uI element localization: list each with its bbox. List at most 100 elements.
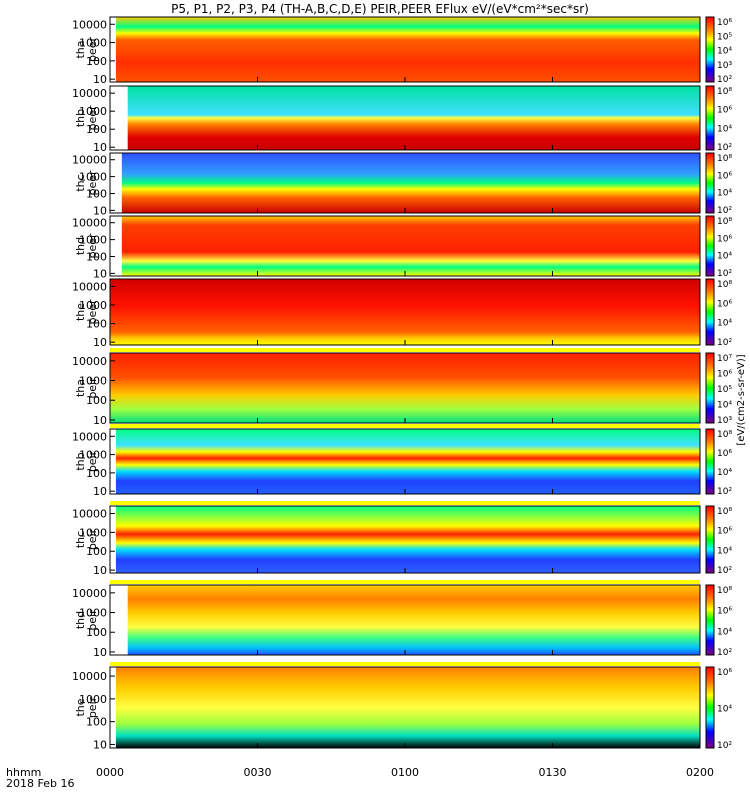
y-tick-label: 100 <box>86 394 107 407</box>
panel-label-species: peir <box>86 696 99 718</box>
no-data-strip <box>110 585 128 655</box>
panel-label-probe: thc <box>74 531 87 548</box>
colorbar-tick-label: 10⁴ <box>717 319 732 329</box>
colorbar <box>705 666 715 749</box>
y-tick-label: 100 <box>86 318 107 331</box>
y-tick-label: 100 <box>86 250 107 263</box>
colorbar-tick-label: 10⁶ <box>717 607 732 617</box>
y-tick-label: 10000 <box>72 18 107 31</box>
colorbar-tick-label: 10⁴ <box>717 468 732 478</box>
spectrogram-image <box>110 585 700 655</box>
panel-label-probe: tha <box>74 379 87 397</box>
panel-label-probe: the <box>74 303 87 321</box>
panel-label-probe: thb <box>74 452 87 470</box>
y-tick-label: 1000 <box>79 375 107 388</box>
colorbar-units-label: [eV/(cm2-s-sr-eV)] <box>736 354 747 445</box>
panel-label-probe: tha <box>74 40 87 58</box>
y-tick-label: 10000 <box>72 154 107 167</box>
colorbar-tick-label: 10⁴ <box>717 124 732 134</box>
spectrogram-image <box>110 667 700 748</box>
colorbar <box>705 505 715 574</box>
panel-label-species: peer <box>86 37 99 63</box>
colorbar-tick-label: 10⁸ <box>717 217 732 227</box>
no-data-strip <box>110 429 116 494</box>
panel-label-species: peir <box>86 377 99 399</box>
y-tick-label: 10000 <box>72 217 107 230</box>
y-tick-label: 10 <box>93 485 107 498</box>
fill-gap-strip <box>110 348 700 352</box>
spectrogram-image <box>110 216 700 276</box>
panel-label-probe: the <box>74 698 87 716</box>
colorbar-tick-label: 10³ <box>717 61 732 71</box>
y-tick-label: 10 <box>93 141 107 154</box>
y-tick-label: 1000 <box>79 105 107 118</box>
colorbar-tick-label: 10⁴ <box>717 401 732 411</box>
y-tick-label: 100 <box>86 123 107 136</box>
colorbar-tick-label: 10⁴ <box>717 546 732 556</box>
colorbar-tick-label: 10⁶ <box>717 668 732 678</box>
colorbar-tick-label: 10² <box>717 566 732 576</box>
colorbar <box>705 215 715 277</box>
colorbar-tick-label: 10² <box>717 143 732 153</box>
y-tick-label: 10 <box>93 646 107 659</box>
colorbar-tick-label: 10³ <box>717 416 732 426</box>
colorbar <box>705 428 715 495</box>
colorbar-tick-label: 10⁸ <box>717 507 732 517</box>
y-tick-label: 10 <box>93 414 107 427</box>
panel-thd-peir: 10 100 1000 10000 thd peir 10⁸ 10⁶ 10⁴ 10² <box>72 580 732 659</box>
no-data-strip <box>110 86 128 150</box>
panel-label-species: peer <box>86 105 99 131</box>
y-tick-label: 10000 <box>72 280 107 293</box>
colorbar-tick-label: 10⁴ <box>717 47 732 57</box>
colorbar-tick-label: 10⁵ <box>717 32 732 42</box>
y-tick-label: 10 <box>93 336 107 349</box>
spectrogram-image <box>110 353 700 423</box>
y-tick-label: 1000 <box>79 37 107 50</box>
panel-thb-peer: 10 100 1000 10000 thb peer 10⁸ 10⁶ 10⁴ 10² <box>72 85 732 154</box>
y-tick-label: 1000 <box>79 234 107 247</box>
colorbar-tick-label: 10² <box>717 206 732 216</box>
colorbar-tick-label: 10² <box>717 75 732 85</box>
colorbar-tick-label: 10⁸ <box>717 586 732 596</box>
x-tick-label: 0130 <box>539 766 567 779</box>
colorbar-tick-label: 10² <box>717 648 732 658</box>
no-data-strip <box>110 216 122 276</box>
colorbar-tick-label: 10⁶ <box>717 370 732 380</box>
spectrogram-image <box>110 429 700 494</box>
x-tick-label: 0100 <box>391 766 419 779</box>
y-tick-label: 10000 <box>72 430 107 443</box>
colorbar-tick-label: 10⁸ <box>717 430 732 440</box>
y-tick-label: 100 <box>86 626 107 639</box>
colorbar-tick-label: 10⁴ <box>717 705 732 715</box>
panel-the-peer: 10 100 1000 10000 the peer 10⁸ 10⁶ 10⁴ 10² <box>72 278 732 349</box>
figure-title: P5, P1, P2, P3, P4 (TH-A,B,C,D,E) PEIR,P… <box>171 2 589 16</box>
spectrogram-image <box>110 506 700 573</box>
y-tick-label: 1000 <box>79 526 107 539</box>
panel-label-species: peer <box>86 299 99 325</box>
panel-thc-peir: 10 100 1000 10000 thc peir 10⁸ 10⁶ 10⁴ 10² <box>72 501 732 577</box>
colorbar-tick-label: 10² <box>717 741 732 751</box>
colorbar-tick-label: 10⁷ <box>717 354 732 364</box>
panel-label-species: peer <box>86 233 99 259</box>
colorbar <box>705 278 715 346</box>
panel-label-probe: thb <box>74 109 87 127</box>
panel-thc-peer: 10 100 1000 10000 thc peer 10⁸ 10⁶ 10⁴ 10² <box>72 152 732 217</box>
colorbar <box>705 85 715 151</box>
colorbar-tick-label: 10⁶ <box>717 171 732 181</box>
colorbar-tick-label: 10⁸ <box>717 154 732 164</box>
panel-label-species: peir <box>86 450 99 472</box>
panel-label-species: peir <box>86 528 99 550</box>
y-tick-label: 1000 <box>79 449 107 462</box>
y-tick-label: 100 <box>86 716 107 729</box>
y-tick-label: 100 <box>86 187 107 200</box>
date-label: 2018 Feb 16 <box>6 777 75 790</box>
colorbar-tick-label: 10⁶ <box>717 106 732 116</box>
fill-gap-strip <box>110 424 700 428</box>
colorbar <box>705 16 715 83</box>
y-tick-label: 1000 <box>79 171 107 184</box>
time-axis-label: hhmm <box>6 766 42 779</box>
colorbar-tick-label: 10⁶ <box>717 299 732 309</box>
spectrogram-image <box>110 86 700 150</box>
y-tick-label: 100 <box>86 55 107 68</box>
